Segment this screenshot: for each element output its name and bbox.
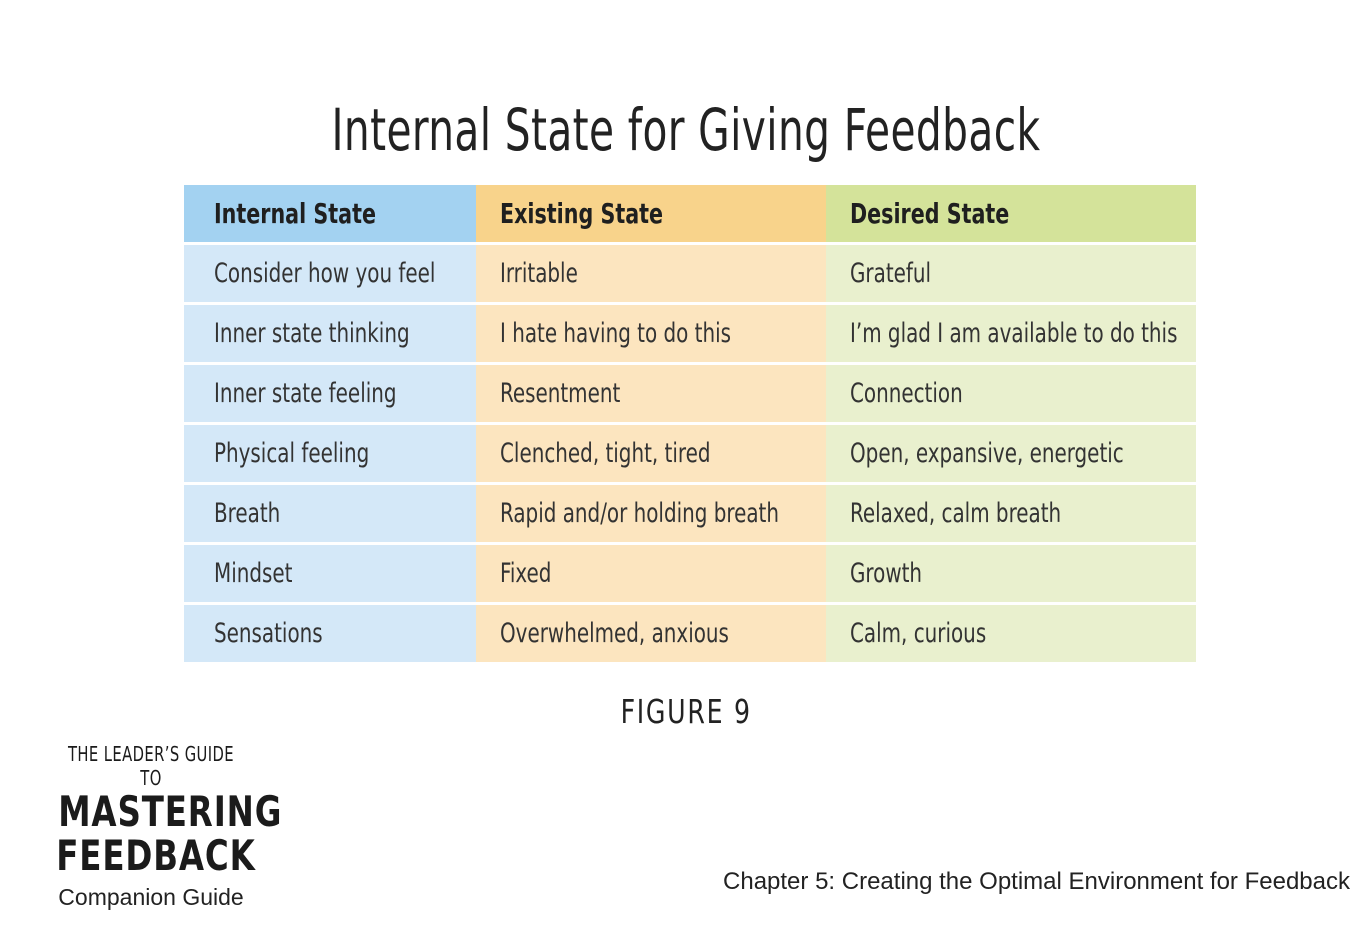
desired-state-cell: Relaxed, calm breath <box>826 485 1196 545</box>
internal-state-cell: Mindset <box>184 545 476 605</box>
desired-state-cell: Calm, curious <box>826 605 1196 662</box>
internal-state-cell: Consider how you feel <box>184 245 476 305</box>
internal-state-cell: Breath <box>184 485 476 545</box>
logo-kicker: THE LEADER’S GUIDE TO <box>67 742 235 790</box>
existing-state-cell: Overwhelmed, anxious <box>476 605 826 662</box>
table-row: Physical feeling Clenched, tight, tired … <box>184 425 1196 485</box>
internal-state-cell: Physical feeling <box>184 425 476 485</box>
existing-state-cell: Resentment <box>476 365 826 425</box>
logo-line-mastering: MASTERING <box>58 787 283 836</box>
header-desired-state: Desired State <box>826 185 1196 245</box>
table-row: Inner state feeling Resentment Connectio… <box>184 365 1196 425</box>
book-logo: THE LEADER’S GUIDE TO MASTERING FEEDBACK… <box>40 742 281 911</box>
page-title: Internal State for Giving Feedback <box>331 96 1041 164</box>
logo-line-feedback: FEEDBACK <box>56 831 256 880</box>
figure-caption: FIGURE 9 <box>620 692 752 731</box>
existing-state-cell: Rapid and/or holding breath <box>476 485 826 545</box>
internal-state-cell: Sensations <box>184 605 476 662</box>
desired-state-cell: Open, expansive, energetic <box>826 425 1196 485</box>
table-header-row: Internal State Existing State Desired St… <box>184 185 1196 245</box>
desired-state-cell: I’m glad I am available to do this <box>826 305 1196 365</box>
header-existing-state: Existing State <box>476 185 826 245</box>
table-row: Breath Rapid and/or holding breath Relax… <box>184 485 1196 545</box>
existing-state-cell: Clenched, tight, tired <box>476 425 826 485</box>
desired-state-cell: Connection <box>826 365 1196 425</box>
table-row: Sensations Overwhelmed, anxious Calm, cu… <box>184 605 1196 662</box>
internal-state-cell: Inner state thinking <box>184 305 476 365</box>
internal-state-cell: Inner state feeling <box>184 365 476 425</box>
internal-state-table: Internal State Existing State Desired St… <box>184 185 1196 662</box>
existing-state-cell: Irritable <box>476 245 826 305</box>
logo-subtitle: Companion Guide <box>58 884 244 910</box>
table-row: Mindset Fixed Growth <box>184 545 1196 605</box>
existing-state-cell: I hate having to do this <box>476 305 826 365</box>
chapter-footer: Chapter 5: Creating the Optimal Environm… <box>723 868 1350 895</box>
desired-state-cell: Grateful <box>826 245 1196 305</box>
table-row: Consider how you feel Irritable Grateful <box>184 245 1196 305</box>
existing-state-cell: Fixed <box>476 545 826 605</box>
header-internal-state: Internal State <box>184 185 476 245</box>
desired-state-cell: Growth <box>826 545 1196 605</box>
table-row: Inner state thinking I hate having to do… <box>184 305 1196 365</box>
